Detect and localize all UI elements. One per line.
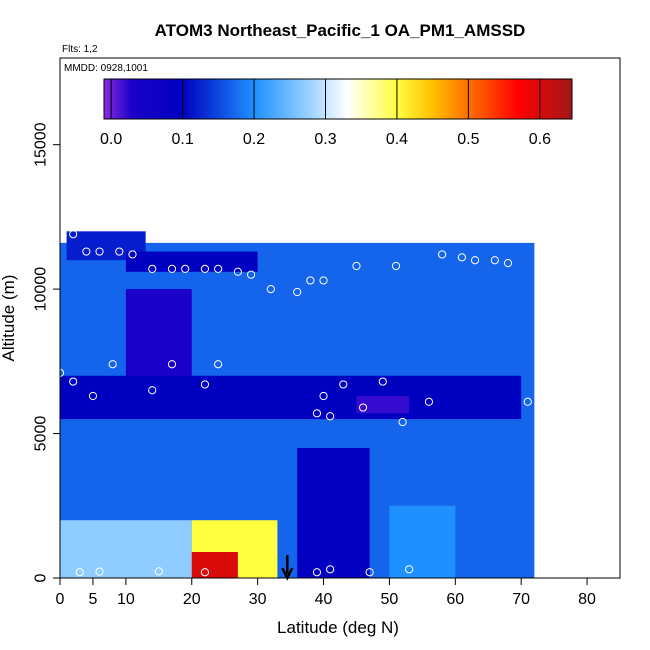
observation-point-30: [233, 267, 242, 276]
y-axis: 0 5000 10000 15000: [33, 122, 60, 582]
observation-point-33: [293, 287, 302, 297]
observation-point-6: [365, 568, 374, 577]
heatmap-cell-4: [60, 375, 522, 420]
x-tick-label-6: 50: [381, 591, 399, 608]
y-tick-label-0: 0: [33, 573, 50, 582]
observation-point-15: [214, 360, 223, 369]
observation-point-50: [246, 218, 256, 227]
observation-point-38: [115, 247, 124, 256]
heatmap-cell-5: [356, 396, 410, 414]
observation-point-25: [148, 264, 157, 273]
x-tick-label-8: 70: [512, 591, 530, 608]
heatmap-cell-8: [191, 552, 238, 578]
x-tick-label-9: 80: [578, 591, 596, 608]
observation-point-22: [398, 417, 407, 427]
x-tick-label-1: 5: [88, 591, 97, 608]
observation-point-3: [200, 568, 210, 577]
colorbar-tick-label-4: 0.4: [386, 131, 408, 148]
heatmap-cell-10: [389, 505, 456, 578]
colorbar-tick-label-1: 0.1: [171, 131, 193, 148]
observation-point-27: [181, 264, 190, 273]
observation-point-28: [200, 264, 210, 273]
colorbar-tick-label-3: 0.3: [314, 131, 336, 148]
observation-point-44: [470, 256, 480, 265]
x-axis-label: Latitude (deg N): [277, 618, 399, 637]
observation-point-51: [69, 230, 78, 239]
heatmap-cell-6: [60, 520, 192, 578]
observation-point-7: [405, 565, 414, 574]
observation-point-12: [148, 386, 157, 395]
x-tick-label-0: 0: [56, 591, 65, 608]
observation-point-0: [75, 568, 84, 577]
observation-point-17: [319, 391, 328, 401]
x-tick-label-4: 30: [249, 591, 267, 608]
x-tick-label-2: 10: [117, 591, 135, 608]
heatmap-cell-9: [297, 448, 370, 578]
observation-point-40: [352, 261, 361, 271]
y-tick-label-2: 10000: [33, 267, 50, 312]
observation-point-46: [503, 259, 513, 268]
observation-point-10: [88, 391, 98, 401]
observation-point-21: [378, 377, 387, 386]
observation-point-36: [82, 247, 91, 256]
heatmap-cell-2: [125, 251, 258, 272]
observation-point-9: [69, 377, 78, 386]
x-axis: 0 5 10 20 30 40 50 60 70 80: [56, 578, 596, 608]
observation-point-41: [391, 261, 401, 271]
observation-point-11: [108, 360, 117, 369]
observation-point-24: [523, 397, 532, 406]
observation-point-49: [240, 207, 249, 216]
observation-points: [60, 207, 532, 577]
x-tick-label-3: 20: [183, 591, 201, 608]
observation-point-48: [187, 212, 196, 221]
observation-point-37: [95, 247, 104, 256]
dates-label: MMDD: 0928,1001: [64, 63, 148, 74]
flights-label: Flts: 1,2: [62, 44, 98, 55]
colorbar: 0.0 0.1 0.2 0.3 0.4 0.5 0.6: [100, 78, 573, 148]
observation-point-20: [358, 403, 368, 412]
observation-point-29: [214, 264, 223, 273]
heatmap-layer: [60, 231, 535, 578]
plot-frame: [59, 57, 621, 579]
colorbar-ticks: 0.0 0.1 0.2 0.3 0.4 0.5 0.6: [100, 79, 551, 148]
y-tick-label-1: 5000: [33, 416, 50, 452]
colorbar-tick-label-5: 0.5: [457, 131, 479, 148]
observation-point-4: [312, 568, 322, 577]
latitude-marker-arrow: [281, 555, 294, 581]
observation-point-42: [438, 250, 447, 259]
colorbar-tick-label-0: 0.0: [100, 131, 122, 148]
chart-title: ATOM3 Northeast_Pacific_1 OA_PM1_AMSSD: [155, 21, 526, 40]
observation-point-32: [266, 285, 275, 294]
observation-point-23: [424, 397, 434, 406]
observation-point-34: [306, 276, 315, 285]
y-axis-label: Altitude (m): [0, 275, 18, 362]
observation-point-14: [200, 380, 210, 389]
observation-point-1: [95, 567, 104, 576]
observation-point-16: [312, 409, 322, 418]
observation-point-31: [246, 270, 256, 279]
colorbar-tick-label-6: 0.6: [529, 131, 551, 148]
colorbar-gradient: [103, 78, 573, 120]
x-tick-label-7: 60: [446, 591, 464, 608]
heatmap-cell-3: [125, 289, 192, 391]
observation-point-45: [490, 256, 499, 265]
observation-point-39: [128, 250, 137, 259]
observation-point-35: [319, 276, 328, 285]
arrow-head: [281, 567, 294, 581]
observation-point-47: [128, 215, 137, 224]
observation-point-18: [326, 412, 335, 421]
observation-point-26: [167, 264, 177, 273]
y-tick-label-3: 15000: [33, 122, 50, 167]
observation-point-5: [326, 565, 335, 574]
observation-point-2: [154, 567, 163, 576]
x-tick-label-5: 40: [315, 591, 333, 608]
colorbar-tick-label-2: 0.2: [243, 131, 265, 148]
observation-point-19: [339, 380, 348, 389]
observation-point-43: [457, 253, 466, 262]
observation-point-13: [167, 360, 177, 369]
